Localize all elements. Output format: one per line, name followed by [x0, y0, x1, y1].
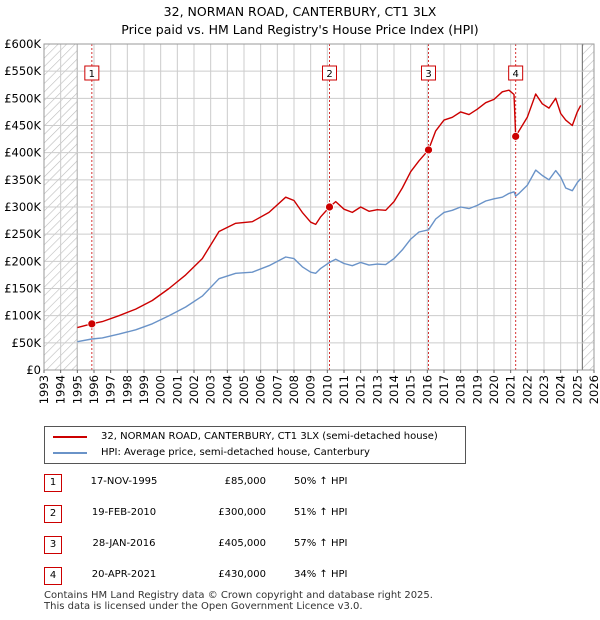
x-tick-label: 2014: [387, 375, 401, 404]
y-tick-label: £600K: [4, 37, 41, 51]
chart-title: 32, NORMAN ROAD, CANTERBURY, CT1 3LX: [163, 4, 437, 19]
transaction-price: £85,000: [224, 476, 266, 487]
transaction-number: 4: [44, 567, 62, 585]
plot-frame: [43, 43, 595, 371]
transaction-row: 1 17-NOV-1995 £85,000 50% ↑ HPI: [44, 474, 464, 492]
transaction-hpi-change: 57% ↑ HPI: [294, 538, 348, 549]
x-tick-label: 2012: [354, 375, 368, 404]
x-tick-label: 1996: [87, 375, 101, 404]
y-tick-label: £150K: [4, 282, 41, 296]
x-tick-label: 2024: [554, 375, 568, 404]
transaction-hpi-change: 51% ↑ HPI: [294, 507, 348, 518]
sale-marker-box: [322, 65, 337, 81]
legend: 32, NORMAN ROAD, CANTERBURY, CT1 3LX (se…: [44, 426, 466, 464]
x-tick-label: 2003: [204, 375, 218, 404]
x-tick-label: 1994: [54, 375, 68, 404]
x-tick-label: 2013: [370, 375, 384, 404]
x-tick-label: 2001: [170, 375, 184, 404]
x-tick-label: 2006: [254, 375, 268, 404]
x-tick-label: 2025: [570, 375, 584, 404]
transaction-price: £405,000: [218, 538, 266, 549]
x-tick-label: 1997: [104, 375, 118, 404]
x-tick-label: 2019: [470, 375, 484, 404]
x-tick-label: 2009: [304, 375, 318, 404]
y-tick-label: £450K: [4, 119, 41, 133]
legend-swatch-hpi: [53, 451, 87, 454]
sale-point: [87, 319, 97, 329]
legend-label-property: 32, NORMAN ROAD, CANTERBURY, CT1 3LX (se…: [101, 431, 438, 442]
x-tick-label: 2021: [504, 375, 518, 404]
y-tick-label: £550K: [4, 64, 41, 78]
transaction-price: £300,000: [218, 507, 266, 518]
y-tick-label: £200K: [4, 254, 41, 268]
legend-item-hpi: HPI: Average price, semi-detached house,…: [53, 447, 370, 458]
transaction-hpi-change: 34% ↑ HPI: [294, 569, 348, 580]
sale-point: [511, 131, 521, 141]
x-tick-label: 2016: [420, 375, 434, 404]
transaction-row: 2 19-FEB-2010 £300,000 51% ↑ HPI: [44, 505, 464, 523]
transaction-row: 3 28-JAN-2016 £405,000 57% ↑ HPI: [44, 536, 464, 554]
transaction-date: 28-JAN-2016: [92, 538, 156, 549]
sale-point: [325, 202, 334, 212]
y-tick-label: £100K: [4, 309, 41, 323]
y-tick-label: £500K: [4, 91, 41, 105]
x-tick-label: 2022: [520, 375, 534, 404]
footer-license: This data is licensed under the Open Gov…: [44, 601, 363, 612]
sale-marker-number: 2: [326, 69, 332, 80]
footer: Contains HM Land Registry data © Crown c…: [44, 590, 433, 612]
transaction-number: 1: [44, 474, 62, 492]
x-tick-label: 2008: [287, 375, 301, 404]
x-tick-label: 2000: [154, 375, 168, 404]
transaction-number: 3: [44, 536, 62, 554]
x-tick-label: 2002: [187, 375, 201, 404]
sale-marker-number: 1: [89, 69, 95, 80]
footer-copyright: Contains HM Land Registry data © Crown c…: [44, 590, 433, 601]
x-tick-label: 2007: [270, 375, 284, 404]
legend-label-hpi: HPI: Average price, semi-detached house,…: [101, 447, 370, 458]
legend-swatch-property: [53, 435, 87, 438]
transaction-date: 17-NOV-1995: [90, 476, 158, 487]
x-tick-label: 1995: [70, 375, 84, 404]
sale-marker-box: [421, 65, 436, 81]
sale-marker-box: [84, 65, 100, 81]
y-tick-label: £300K: [4, 200, 41, 214]
chart-subtitle: Price paid vs. HM Land Registry's House …: [121, 22, 479, 37]
y-tick-label: £350K: [4, 173, 41, 187]
sale-point: [424, 145, 433, 155]
legend-item-property: 32, NORMAN ROAD, CANTERBURY, CT1 3LX (se…: [53, 431, 438, 442]
transaction-hpi-change: 50% ↑ HPI: [294, 476, 348, 487]
transaction-date: 20-APR-2021: [91, 569, 157, 580]
x-tick-label: 2005: [237, 375, 251, 404]
y-tick-label: £400K: [4, 146, 41, 160]
sale-marker-number: 4: [512, 69, 518, 80]
x-tick-label: 2023: [537, 375, 551, 404]
x-tick-label: 1993: [37, 375, 51, 404]
transaction-number: 2: [44, 505, 62, 523]
y-tick-label: £250K: [4, 227, 41, 241]
price-chart: 1 2 3 4 £0 £50K £100K £150K £200K £250K £300K £350…: [4, 37, 600, 404]
x-tick-label: 2026: [587, 375, 600, 404]
x-tick-label: 2011: [337, 375, 351, 404]
x-tick-label: 2018: [454, 375, 468, 404]
x-tick-label: 2010: [320, 375, 334, 404]
x-tick-label: 1998: [120, 375, 134, 404]
x-tick-label: 1999: [137, 375, 151, 404]
hpi-line: [77, 169, 582, 343]
transaction-price: £430,000: [218, 569, 266, 580]
transaction-row: 4 20-APR-2021 £430,000 34% ↑ HPI: [44, 567, 464, 585]
x-tick-label: 2020: [487, 375, 501, 404]
property-price-line: [77, 89, 582, 329]
x-tick-label: 2017: [437, 375, 451, 404]
x-tick-label: 2015: [404, 375, 418, 404]
transaction-date: 19-FEB-2010: [91, 507, 157, 518]
x-tick-label: 2004: [220, 375, 234, 404]
sale-marker-box: [508, 65, 524, 81]
y-tick-label: £0: [26, 363, 41, 377]
sale-marker-number: 3: [425, 69, 431, 80]
y-tick-label: £50K: [12, 336, 42, 350]
